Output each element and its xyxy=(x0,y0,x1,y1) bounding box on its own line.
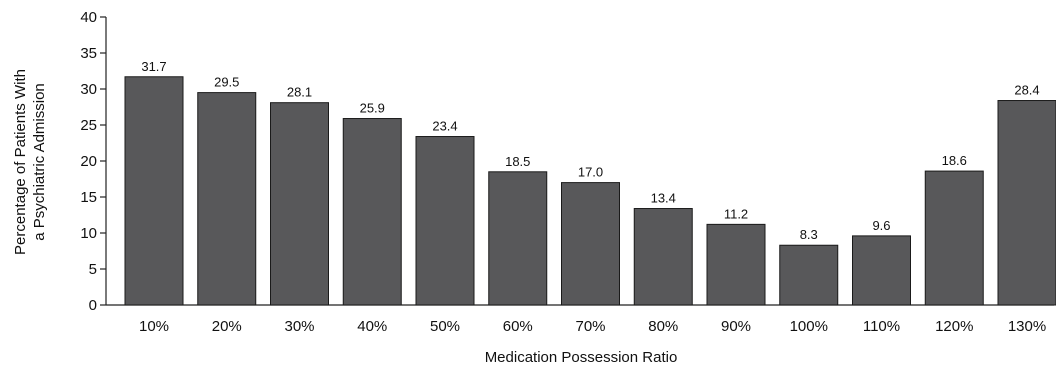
y-axis-title: Percentage of Patients With a Psychiatri… xyxy=(12,69,48,255)
y-axis-title-line-1: Percentage of Patients With xyxy=(12,69,29,255)
bar-10pct xyxy=(124,76,184,306)
y-tick-label: 10 xyxy=(80,225,97,242)
bar-70pct xyxy=(561,182,620,306)
y-tick-label: 0 xyxy=(89,297,97,314)
bar-value-label: 28.4 xyxy=(1014,83,1039,98)
y-tick-label: 15 xyxy=(80,189,97,206)
x-tick-label: 50% xyxy=(430,318,460,335)
x-tick-labels: 10% 20% 30% 40% 50% 60% 70% 80% 90% 100% 110% 120% 1… xyxy=(139,318,1046,335)
x-tick-label: 80% xyxy=(648,318,678,335)
bar-value-label: 9.6 xyxy=(872,218,890,233)
x-tick-label: 130% xyxy=(1008,318,1046,335)
bar-value-label: 29.5 xyxy=(214,75,239,90)
y-tick-label: 5 xyxy=(89,261,97,278)
bar-value-label: 23.4 xyxy=(432,119,457,134)
bar-30pct xyxy=(270,102,329,306)
y-tick-label: 30 xyxy=(80,81,97,98)
bar-130pct xyxy=(997,100,1056,306)
bar-value-label: 18.5 xyxy=(505,154,530,169)
x-tick-label: 110% xyxy=(863,318,900,335)
x-tick-label: 20% xyxy=(212,318,242,335)
x-tick-label: 90% xyxy=(721,318,751,335)
x-tick-label: 30% xyxy=(284,318,314,335)
y-axis-title-line-2: a Psychiatric Admission xyxy=(31,83,48,241)
bar-value-labels: 31.7 29.5 28.1 25.9 23.4 18.5 17.0 13.4 11.2 8.3 9… xyxy=(141,59,1039,242)
bar-50pct xyxy=(415,136,475,306)
bar-80pct xyxy=(633,208,693,306)
bar-110pct xyxy=(852,235,911,306)
y-tick-label: 20 xyxy=(80,153,97,170)
y-tick-label: 35 xyxy=(80,45,97,62)
bar-value-label: 18.6 xyxy=(942,153,967,168)
x-tick-label: 120% xyxy=(935,318,973,335)
bar-value-label: 13.4 xyxy=(651,191,676,206)
bar-20pct xyxy=(197,92,257,306)
bars xyxy=(124,76,1056,306)
x-axis-title: Medication Possession Ratio xyxy=(485,349,678,366)
bar-120pct xyxy=(924,170,984,306)
bar-value-label: 11.2 xyxy=(724,206,748,221)
x-tick-label: 70% xyxy=(575,318,605,335)
y-axis: 0 5 10 15 20 25 30 35 40 xyxy=(80,9,107,314)
bar-value-label: 8.3 xyxy=(800,227,818,242)
y-tick-label: 25 xyxy=(80,117,97,134)
bar-100pct xyxy=(779,244,839,306)
bar-40pct xyxy=(342,118,402,306)
x-tick-label: 60% xyxy=(503,318,533,335)
bar-value-label: 28.1 xyxy=(287,85,312,100)
bar-90pct xyxy=(706,223,766,306)
x-tick-label: 100% xyxy=(790,318,828,335)
bar-60pct xyxy=(488,171,548,306)
x-tick-label: 10% xyxy=(139,318,169,335)
bar-value-label: 31.7 xyxy=(141,59,166,74)
bar-value-label: 25.9 xyxy=(360,101,385,116)
y-tick-label: 40 xyxy=(80,9,97,26)
bar-value-label: 17.0 xyxy=(578,165,603,180)
x-tick-label: 40% xyxy=(357,318,387,335)
